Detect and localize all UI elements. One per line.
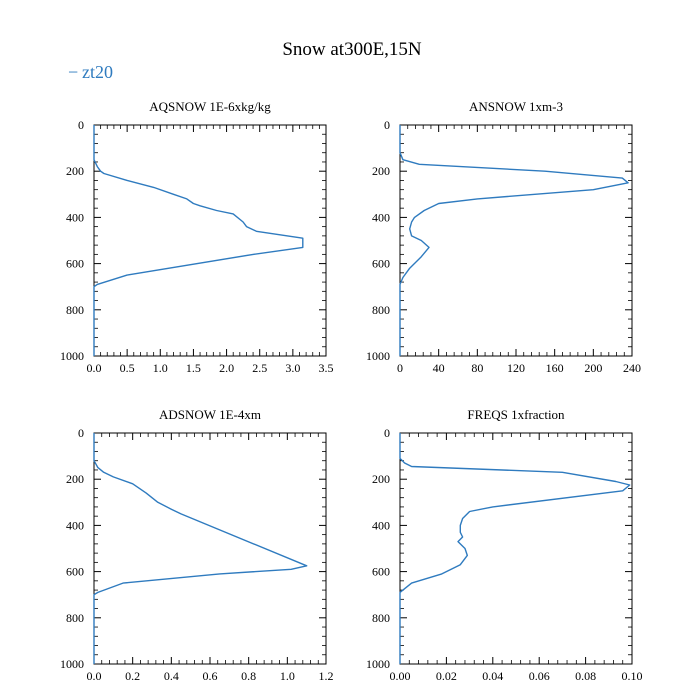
x-tick-label: 0.5 [120,361,135,375]
y-tick-label: 800 [66,303,84,317]
y-tick-label: 1000 [366,657,390,671]
x-tick-label: 0.04 [482,669,503,683]
x-tick-label: 0.4 [164,669,179,683]
x-tick-label: 0.10 [622,669,643,683]
y-tick-label: 600 [372,565,390,579]
y-tick-label: 1000 [366,349,390,363]
x-tick-label: 0.08 [575,669,596,683]
x-tick-label: 0.6 [203,669,218,683]
y-tick-label: 200 [66,472,84,486]
y-tick-label: 200 [372,472,390,486]
legend-marker-icon: − [68,62,78,82]
panel-title: AQSNOW 1E-6xkg/kg [149,99,271,114]
series-line-zt20 [399,125,629,356]
series-line-zt20 [93,125,304,356]
x-tick-label: 0 [397,361,403,375]
x-tick-label: 0.2 [125,669,140,683]
plot-frame [93,124,327,357]
y-tick-label: 400 [66,518,84,532]
y-tick-label: 600 [372,257,390,271]
plot-frame [399,432,633,665]
x-tick-label: 0.8 [241,669,256,683]
series-line-zt20 [93,433,308,664]
y-tick-label: 600 [66,565,84,579]
x-tick-label: 0.02 [436,669,457,683]
panel-title: FREQS 1xfraction [467,407,565,422]
y-tick-label: 800 [372,303,390,317]
y-tick-label: 400 [372,518,390,532]
legend-label: zt20 [82,62,113,82]
x-tick-label: 240 [623,361,641,375]
x-tick-label: 1.5 [186,361,201,375]
x-tick-label: 0.00 [390,669,411,683]
panel-title: ADSNOW 1E-4xm [159,407,261,422]
panel-ansnow: ANSNOW 1xm-3 0 40 80 120 160 200 240 0 200 400 600 8… [366,99,641,375]
x-tick-label: 0.06 [529,669,550,683]
y-tick-label: 200 [372,164,390,178]
x-tick-label: 3.0 [285,361,300,375]
y-tick-label: 0 [78,118,84,132]
legend: − zt20 [68,62,113,82]
plot-frame [93,432,327,665]
x-tick-label: 1.2 [319,669,334,683]
x-tick-label: 2.5 [252,361,267,375]
x-tick-label: 2.0 [219,361,234,375]
y-tick-label: 0 [384,426,390,440]
y-tick-label: 1000 [60,349,84,363]
series-line-zt20 [399,433,631,664]
plot-frame [399,124,633,357]
panel-aqsnow: AQSNOW 1E-6xkg/kg 0.0 0.5 1.0 1.5 2.0 2.5 3.0 3.… [60,99,334,375]
panel-adsnow: ADSNOW 1E-4xm 0.0 0.2 0.4 0.6 0.8 1.0 1.2 0 200 40… [60,407,334,683]
y-tick-label: 0 [384,118,390,132]
x-tick-label: 120 [507,361,525,375]
y-tick-label: 0 [78,426,84,440]
y-tick-label: 200 [66,164,84,178]
y-tick-label: 400 [66,210,84,224]
x-tick-label: 200 [584,361,602,375]
x-tick-label: 80 [471,361,483,375]
y-tick-label: 600 [66,257,84,271]
x-tick-label: 0.0 [87,361,102,375]
x-tick-label: 0.0 [87,669,102,683]
x-tick-label: 1.0 [280,669,295,683]
x-tick-label: 160 [546,361,564,375]
x-tick-label: 1.0 [153,361,168,375]
figure-title: Snow at300E,15N [282,39,422,60]
x-tick-label: 40 [433,361,445,375]
panel-freqs: FREQS 1xfraction 0.00 0.02 0.04 0.06 0.08 0.10… [366,407,643,683]
y-tick-label: 800 [66,611,84,625]
x-tick-label: 3.5 [319,361,334,375]
panel-title: ANSNOW 1xm-3 [469,99,563,114]
y-tick-label: 400 [372,210,390,224]
y-tick-label: 1000 [60,657,84,671]
y-tick-label: 800 [372,611,390,625]
